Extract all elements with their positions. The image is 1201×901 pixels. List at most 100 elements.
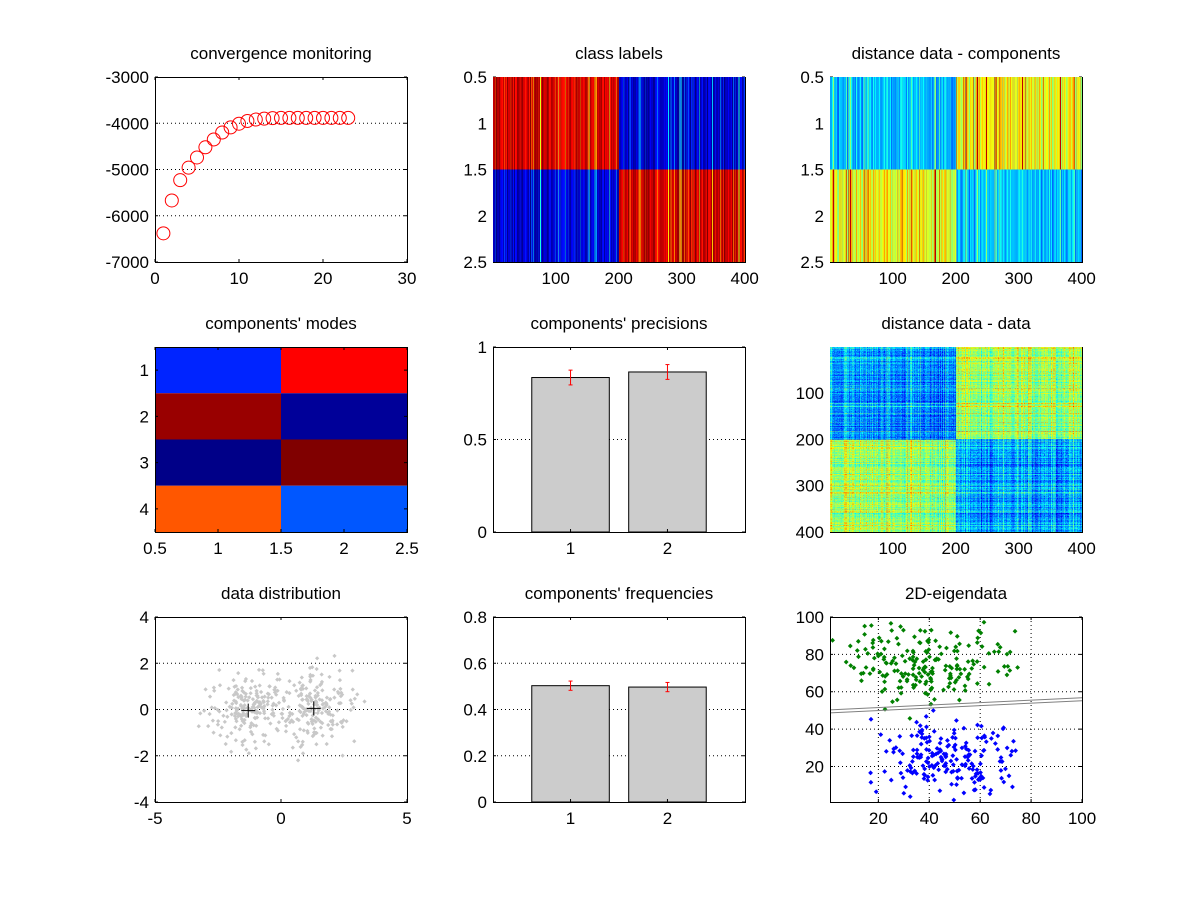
data-point [974, 767, 980, 773]
y-tick-label: 4 [140, 608, 149, 627]
data-point [890, 658, 896, 664]
data-point [896, 685, 902, 691]
data-point [340, 724, 345, 730]
data-point [978, 773, 984, 779]
data-point [890, 699, 895, 705]
data-point [910, 770, 915, 776]
data-point [925, 760, 931, 766]
data-point [207, 694, 213, 699]
x-tick-label: 20 [314, 269, 333, 288]
data-point [884, 672, 890, 677]
data-point [962, 763, 968, 769]
data-point [969, 666, 975, 671]
data-point [265, 691, 270, 696]
data-point [885, 639, 891, 645]
data-point [976, 628, 982, 634]
data-point [328, 712, 333, 717]
data-point [209, 705, 214, 710]
data-point [925, 755, 931, 761]
data-point [928, 627, 934, 633]
heatmap-cell [281, 485, 407, 532]
data-point [929, 669, 935, 675]
data-point [888, 620, 894, 626]
y-tick-label: -2 [134, 747, 149, 766]
x-tick-label: 10 [230, 269, 249, 288]
data-point [953, 644, 959, 650]
data-point [975, 722, 980, 728]
data-point [304, 686, 309, 691]
data-point [242, 720, 247, 726]
heatmap-cell [281, 393, 407, 440]
data-point [256, 667, 262, 673]
data-point [324, 110, 339, 125]
y-tick-label: 60 [805, 683, 824, 702]
x-tick-label: 200 [941, 269, 969, 288]
data-point [986, 651, 992, 656]
title-class-labels: class labels [575, 44, 663, 63]
data-point [995, 747, 1001, 752]
data-point [907, 656, 913, 662]
data-point [902, 658, 908, 664]
data-point [941, 687, 946, 693]
data-point [327, 705, 332, 710]
data-point [335, 708, 340, 713]
x-tick-label: 0 [276, 809, 285, 828]
data-point [895, 668, 901, 674]
center-marker [306, 701, 321, 716]
data-point [242, 717, 247, 723]
data-point [305, 720, 310, 725]
data-point [249, 678, 255, 684]
data-point [978, 723, 984, 729]
data-point [239, 685, 245, 690]
data-point [257, 710, 263, 716]
data-point [910, 754, 916, 760]
data-point [190, 150, 204, 165]
title-frequencies: components' frequencies [524, 584, 714, 603]
data-point [999, 775, 1004, 781]
data-point [351, 705, 356, 710]
data-point [225, 734, 230, 739]
data-point [324, 695, 330, 700]
data-point [930, 772, 936, 778]
y-tick-label: 0.6 [463, 654, 487, 673]
data-point [298, 709, 303, 715]
data-point [339, 720, 344, 725]
data-point [255, 704, 260, 710]
data-point [313, 695, 318, 700]
data-point [306, 701, 311, 707]
data-point [868, 623, 874, 628]
heatmap-cell [281, 347, 407, 394]
data-point [337, 668, 342, 673]
data-point [156, 226, 171, 241]
data-point [907, 794, 913, 800]
data-point [326, 709, 332, 714]
data-point [948, 675, 954, 681]
data-point [1003, 766, 1008, 772]
data-point [242, 697, 248, 702]
data-point [954, 633, 960, 639]
x-tick-label: 400 [1067, 269, 1095, 288]
data-point [920, 659, 926, 665]
data-point [957, 641, 962, 647]
data-point [248, 729, 254, 734]
x-tick-label: 0 [150, 269, 159, 288]
data-point [273, 685, 278, 690]
data-point [314, 702, 320, 707]
data-point [926, 734, 932, 740]
data-point [914, 733, 920, 739]
x-tick-label: 300 [1004, 539, 1032, 558]
data-point [257, 683, 262, 688]
y-tick-label: 1 [478, 338, 487, 357]
data-point [318, 725, 324, 730]
data-point [910, 682, 916, 688]
data-point [226, 686, 231, 691]
data-point [891, 749, 896, 755]
data-point [340, 753, 345, 758]
data-point [274, 110, 288, 125]
x-tick-label: 100 [541, 269, 569, 288]
data-point [265, 699, 270, 704]
data-point [964, 674, 970, 680]
data-point [966, 766, 972, 771]
data-point [996, 649, 1002, 655]
data-point [925, 774, 931, 780]
